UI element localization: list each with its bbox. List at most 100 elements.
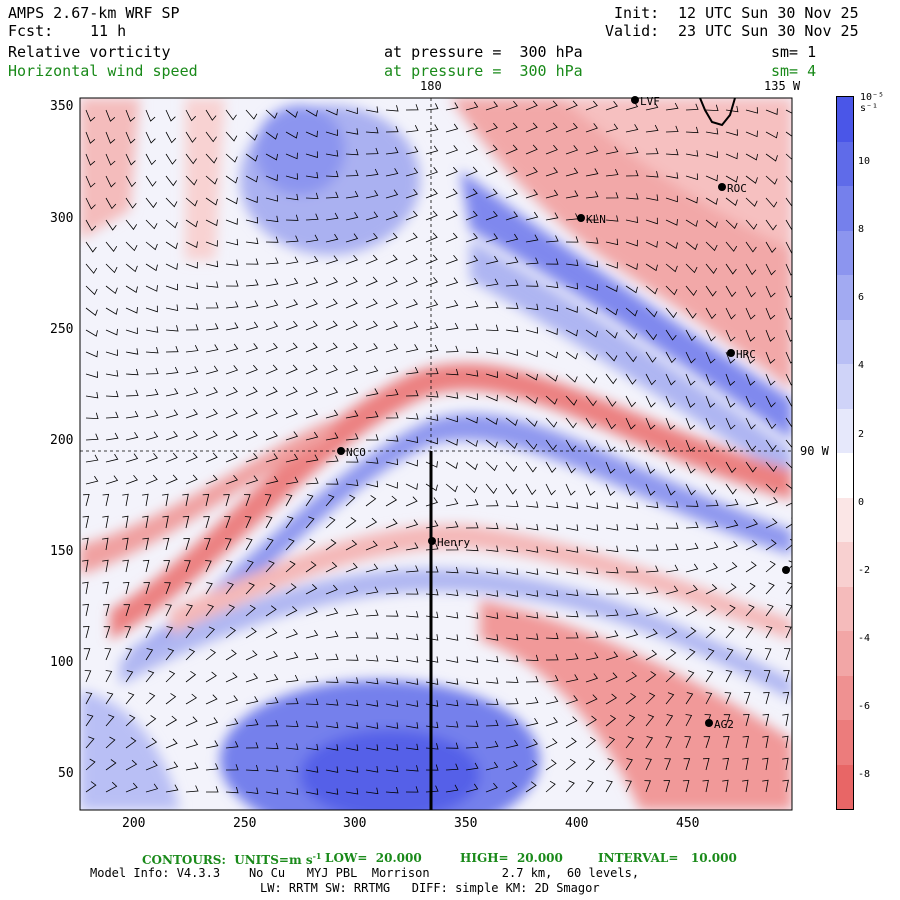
wind-barb bbox=[465, 346, 479, 354]
wind-barb bbox=[505, 188, 518, 199]
wind-barb bbox=[285, 173, 299, 180]
wind-barb bbox=[785, 502, 792, 507]
wind-barb bbox=[545, 304, 559, 312]
wind-barb bbox=[325, 539, 337, 551]
wind-barb bbox=[485, 348, 499, 355]
wind-barb bbox=[664, 758, 671, 771]
wind-barb bbox=[365, 609, 379, 617]
wind-barb bbox=[745, 461, 757, 473]
wind-barb bbox=[265, 605, 277, 617]
wind-barb bbox=[385, 458, 399, 466]
wind-barb bbox=[265, 560, 275, 573]
wind-barb bbox=[445, 392, 459, 399]
station-dot bbox=[337, 447, 345, 455]
wind-barb bbox=[85, 736, 95, 749]
wind-barb bbox=[365, 211, 379, 221]
wind-barb bbox=[725, 583, 737, 595]
wind-barb bbox=[685, 542, 699, 551]
wind-barb bbox=[785, 109, 792, 114]
wind-barb bbox=[505, 500, 519, 508]
wind-barb bbox=[445, 656, 459, 663]
wind-barb bbox=[705, 605, 717, 617]
wind-barb bbox=[365, 722, 379, 729]
wind-barb bbox=[345, 410, 359, 419]
wind-barb bbox=[585, 307, 598, 315]
wind-barb bbox=[405, 413, 419, 420]
wind-barb bbox=[525, 760, 538, 771]
wind-barb bbox=[225, 560, 233, 573]
wind-barb bbox=[625, 629, 639, 639]
wind-barb bbox=[784, 626, 792, 639]
wind-barb bbox=[102, 581, 109, 595]
meridian-90w-label: 90 W bbox=[800, 444, 829, 458]
wind-barb bbox=[705, 373, 716, 386]
colorbar-label: 10 bbox=[858, 156, 871, 167]
wind-barb bbox=[145, 388, 159, 397]
wind-barb bbox=[205, 344, 219, 353]
wind-barb bbox=[685, 584, 698, 595]
colorbar-swatch bbox=[837, 497, 853, 542]
wind-barb bbox=[585, 168, 599, 177]
wind-barb bbox=[165, 452, 178, 463]
vorticity-field bbox=[80, 98, 792, 810]
wind-barb bbox=[565, 145, 579, 155]
wind-barb bbox=[345, 190, 359, 199]
wind-barb bbox=[285, 408, 298, 419]
station-markers: LVF ROC KLN HRC NCO Henry AG2 bbox=[337, 95, 790, 731]
wind-barb bbox=[345, 517, 357, 529]
colorbar-label: 4 bbox=[858, 360, 865, 371]
wind-barb bbox=[365, 106, 379, 113]
wind-barb bbox=[625, 216, 639, 224]
wind-barb bbox=[725, 519, 739, 529]
wind-barb bbox=[85, 329, 98, 337]
wind-barb bbox=[165, 325, 179, 332]
wind-barb bbox=[525, 280, 539, 287]
wind-barb bbox=[605, 417, 616, 430]
wind-barb bbox=[145, 109, 156, 122]
wind-barb bbox=[545, 281, 559, 289]
contours-units: CONTOURS: UNITS=m s-1 bbox=[142, 851, 322, 867]
wind-barb bbox=[325, 788, 339, 795]
wind-barb bbox=[125, 175, 137, 188]
wind-barb bbox=[725, 129, 738, 136]
wind-barb bbox=[225, 718, 239, 727]
wind-barb bbox=[725, 373, 736, 386]
wind-barb bbox=[705, 285, 717, 297]
wind-barb bbox=[205, 763, 219, 771]
wind-barb bbox=[305, 213, 319, 221]
wind-barb bbox=[102, 559, 109, 573]
wind-barb bbox=[485, 394, 498, 402]
wind-barb bbox=[385, 276, 398, 287]
wind-barb bbox=[625, 671, 637, 683]
wind-barb bbox=[142, 537, 149, 551]
wind-barb bbox=[685, 103, 699, 111]
wind-barb bbox=[665, 351, 677, 364]
wind-barb bbox=[125, 410, 139, 419]
wind-barb bbox=[545, 235, 559, 243]
wind-barb bbox=[565, 674, 579, 683]
wind-barb bbox=[365, 232, 378, 243]
wind-barb bbox=[245, 742, 259, 749]
wind-barb bbox=[605, 329, 618, 339]
wind-barb bbox=[145, 648, 154, 661]
wind-barb bbox=[165, 604, 172, 617]
wind-barb bbox=[485, 612, 499, 619]
wind-barb bbox=[245, 343, 259, 353]
wind-barb bbox=[545, 590, 559, 597]
wind-barb bbox=[525, 546, 539, 553]
wind-barb bbox=[405, 344, 419, 353]
wind-barb bbox=[645, 758, 652, 771]
wind-barb bbox=[645, 147, 659, 155]
wind-barb bbox=[425, 414, 439, 421]
wind-barb bbox=[345, 744, 359, 751]
wind-barb bbox=[385, 254, 398, 265]
wind-barb bbox=[605, 524, 619, 531]
wind-barb bbox=[525, 439, 538, 450]
wind-barb bbox=[245, 279, 259, 287]
wind-barb bbox=[122, 581, 130, 595]
wind-barb bbox=[325, 255, 339, 265]
wind-barb bbox=[425, 299, 439, 309]
init-label: Init: bbox=[614, 4, 660, 22]
wind-barb bbox=[325, 584, 338, 595]
wind-barb bbox=[405, 483, 418, 490]
